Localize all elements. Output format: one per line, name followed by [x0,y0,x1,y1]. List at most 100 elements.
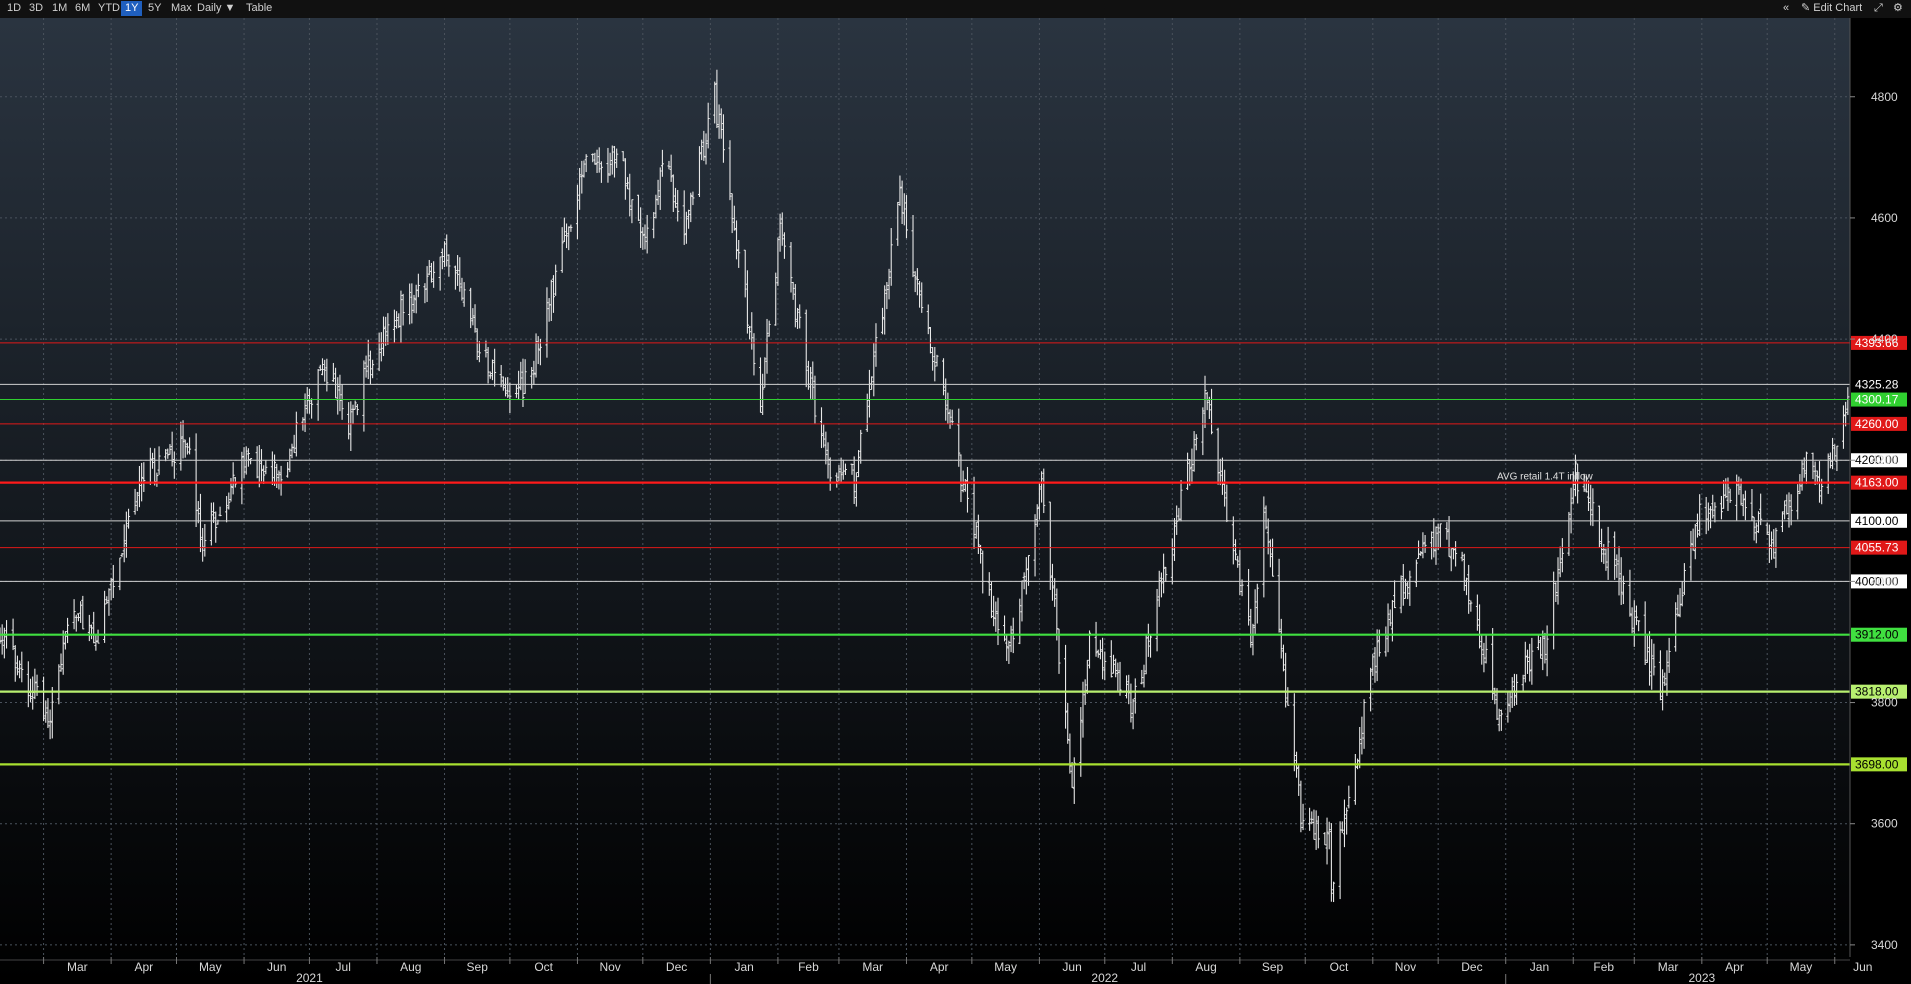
ohlc-bar [1284,652,1288,708]
ohlc-bar [1802,457,1806,478]
range-6m-button[interactable]: 6M [75,2,91,14]
ohlc-bar [1451,548,1455,560]
ohlc-bar [1584,475,1588,493]
ohlc-bar [1835,445,1839,472]
level-badge-label: 4163.00 [1855,476,1899,490]
ohlc-bar [697,146,701,197]
ohlc-bar [828,457,832,491]
y-tick-label: 4800 [1871,90,1898,104]
ohlc-bar [669,154,673,182]
range-ytd-button[interactable]: YTD [98,2,120,14]
ohlc-bar [1478,604,1482,649]
ohlc-bar [1528,643,1532,682]
ohlc-bar [15,655,19,676]
ohlc-bar [1417,540,1421,559]
ohlc-bar [334,367,338,399]
ohlc-bar [1068,733,1072,774]
ohlc-bar [584,154,588,173]
range-max-button[interactable]: Max [171,2,192,14]
range-1d-button[interactable]: 1D [7,2,22,14]
ohlc-bar [1591,488,1595,527]
ohlc-bar [1316,815,1320,849]
ohlc-bar [508,382,512,414]
ohlc-bar [456,255,460,286]
ohlc-bar [92,611,96,644]
ohlc-bar [1743,490,1747,521]
ohlc-bar [798,304,802,329]
ohlc-bar [1308,807,1312,831]
ohlc-bar [1247,568,1251,626]
ohlc-bar [1223,469,1227,507]
ohlc-bar [1005,634,1009,661]
interval-dropdown[interactable]: Daily ▼ [197,2,236,14]
ohlc-bar [534,333,538,378]
ohlc-bar [902,193,906,226]
ohlc-bar [819,407,823,449]
resize-icon[interactable]: ⤢ [1874,2,1883,14]
ohlc-bar [582,160,586,178]
ohlc-bar [1133,678,1137,714]
level-badge-label: 4300.17 [1855,393,1899,407]
ohlc-bar [1447,516,1451,557]
annotations: AVG retail 1.4T inflow [1497,471,1594,482]
range-3d-button[interactable]: 3D [29,2,44,14]
ohlc-bar [225,496,229,523]
ohlc-bar [732,205,736,231]
ohlc-bar [1665,650,1669,696]
ohlc-bar [1846,387,1850,416]
range-1y-button[interactable]: 1Y [121,1,143,16]
edit-chart-button[interactable]: ✎ Edit Chart [1801,2,1863,14]
ohlc-bar [621,151,625,162]
ohlc-bar [1234,539,1238,561]
ohlc-bar [1371,654,1375,677]
gear-icon[interactable]: ⚙ [1893,2,1903,14]
ohlc-bar [1249,608,1253,648]
ohlc-bar [626,177,630,190]
ohlc-bar [987,572,991,596]
ohlc-bar [1111,654,1115,674]
ohlc-bar [920,282,924,313]
range-1m-button[interactable]: 1M [52,2,68,14]
ohlc-bar [889,228,893,286]
ohlc-bar [1408,570,1412,606]
y-tick-label: 3600 [1871,817,1898,831]
collapse-icon[interactable]: « [1783,2,1790,14]
ohlc-bar [1569,487,1573,534]
level-badge [1851,627,1907,642]
ohlc-bar [796,307,800,329]
ohlc-bar [608,152,612,176]
ohlc-bar [227,492,231,510]
level-badge-label: 4200.00 [1855,453,1899,467]
level-badge [1851,416,1907,431]
ohlc-bar [778,213,782,252]
ohlc-bar [1301,803,1305,831]
x-tick-label: Jul [1131,960,1146,974]
ohlc-bar [1033,514,1037,577]
ohlc-bar [1170,538,1174,585]
ohlc-bar [874,323,878,367]
ohlc-bar [1589,484,1593,526]
ohlc-bar [90,624,94,640]
ohlc-bar [1558,546,1562,578]
ohlc-bar [933,347,937,382]
ohlc-bar [1157,570,1161,607]
ohlc-bar [1497,708,1501,732]
ohlc-bar [1800,459,1804,491]
y-axis: 3400 3600 3800 4000 4200 4400 4600 4800 [1849,18,1898,957]
table-button[interactable]: Table [246,2,273,14]
ohlc-bar [1521,674,1525,692]
ohlc-bar [1362,699,1366,749]
ohlc-bar [1325,817,1329,865]
ohlc-bar [469,287,473,329]
ohlc-bar [427,259,431,276]
ohlc-bar [1604,548,1608,571]
ohlc-bar [1480,634,1484,665]
range-5y-button[interactable]: 5Y [148,2,162,14]
y-tick-label: 3400 [1871,938,1898,952]
ohlc-bar [1709,506,1713,529]
ohlc-bar [656,179,660,205]
ohlc-bar [26,661,30,708]
ohlc-bar [1541,630,1545,671]
ohlc-bar [530,367,534,389]
ohlc-bar [1445,522,1449,540]
